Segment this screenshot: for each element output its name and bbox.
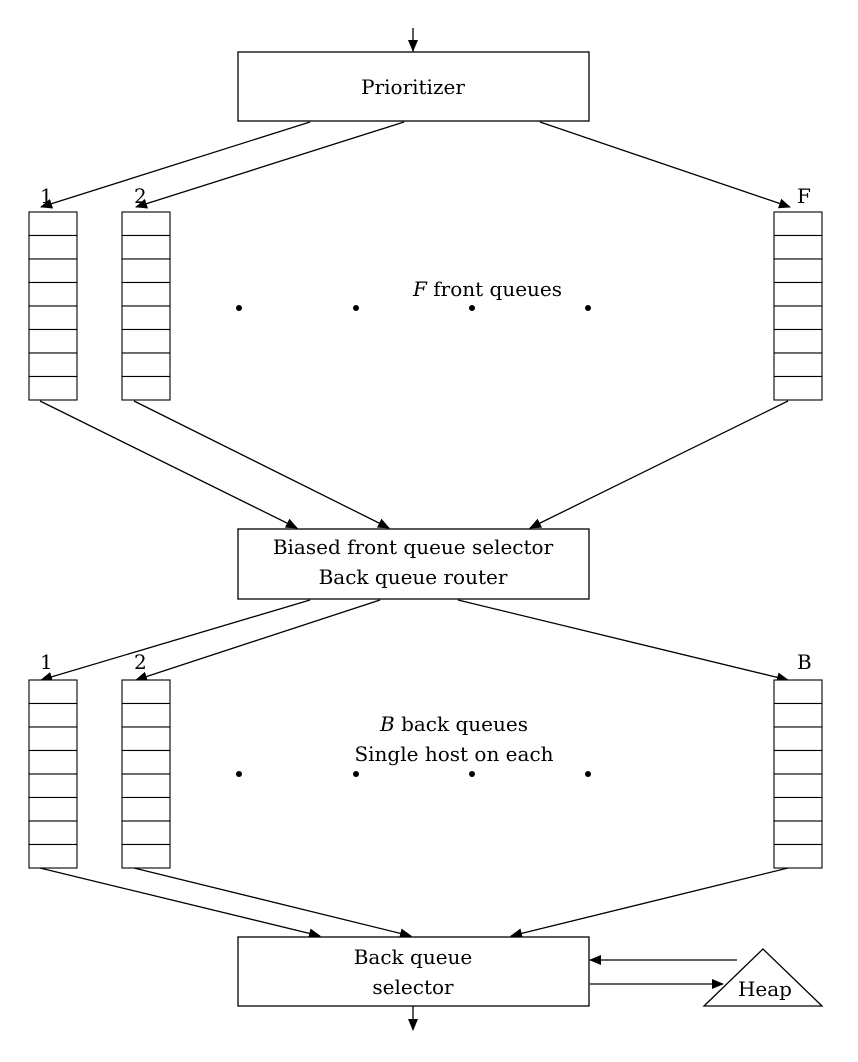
queue-cell xyxy=(773,726,823,752)
queue-cell xyxy=(773,211,823,237)
queue-cell xyxy=(28,749,78,775)
queue-cell xyxy=(773,820,823,846)
front-queue-f xyxy=(773,211,823,401)
arrow-front-1-to-router xyxy=(39,400,298,529)
router-line2: Back queue router xyxy=(319,565,508,589)
selector-line2: selector xyxy=(372,975,454,999)
ellipsis-dot xyxy=(353,771,359,777)
ellipsis-dot xyxy=(236,305,242,311)
front-queues-caption: F front queues xyxy=(412,277,562,301)
queue-cell xyxy=(121,305,171,331)
ellipsis-dot xyxy=(236,771,242,777)
queue-cell xyxy=(773,702,823,728)
arrow-back-1-to-selector xyxy=(39,867,321,939)
back-queue-selector-box: Back queue selector xyxy=(237,936,590,1007)
queue-cell xyxy=(28,211,78,237)
front-queue-label-f: F xyxy=(797,184,811,208)
front-queue-1 xyxy=(28,211,78,401)
arrow-prioritizer-to-front-f xyxy=(539,121,791,209)
back-queues-caption-line1: B back queues xyxy=(379,712,528,736)
arrow-back-b-to-selector xyxy=(510,867,789,939)
arrow-router-to-back-b xyxy=(457,599,789,683)
ellipsis-dot xyxy=(469,771,475,777)
queue-cell xyxy=(121,352,171,378)
queue-cell xyxy=(121,375,171,401)
arrow-prioritizer-to-front-2 xyxy=(135,121,405,209)
router-line1: Biased front queue selector xyxy=(273,535,554,559)
back-queue-label-2: 2 xyxy=(134,650,147,674)
queue-cell xyxy=(121,820,171,846)
queue-cell xyxy=(121,843,171,869)
queue-cell xyxy=(28,328,78,354)
queue-cell xyxy=(121,796,171,822)
prioritizer-label: Prioritizer xyxy=(361,75,465,99)
ellipsis-dot xyxy=(585,305,591,311)
queue-cell xyxy=(773,352,823,378)
ellipsis-dot xyxy=(469,305,475,311)
back-queues-caption-line2: Single host on each xyxy=(354,742,553,766)
queue-cell xyxy=(773,328,823,354)
queue-cell xyxy=(28,773,78,799)
queue-cell xyxy=(773,796,823,822)
queue-cell xyxy=(28,820,78,846)
queue-cell xyxy=(28,281,78,307)
front-queue-label-2: 2 xyxy=(134,184,147,208)
queue-cell xyxy=(773,749,823,775)
arrow-front-2-to-router xyxy=(133,400,390,529)
back-queue-label-b: B xyxy=(797,650,812,674)
front-queue-2 xyxy=(121,211,171,401)
arrow-back-2-to-selector xyxy=(133,867,412,939)
queue-cell xyxy=(28,352,78,378)
arrow-front-f-to-router xyxy=(529,400,789,529)
ellipsis-dot xyxy=(353,305,359,311)
prioritizer-box: Prioritizer xyxy=(237,51,590,122)
queue-cell xyxy=(773,679,823,705)
queue-cell xyxy=(28,375,78,401)
back-queue-1 xyxy=(28,679,78,869)
ellipsis-dot xyxy=(585,771,591,777)
queue-cell xyxy=(773,773,823,799)
router-box: Biased front queue selector Back queue r… xyxy=(237,528,590,600)
queue-cell xyxy=(121,281,171,307)
heap: Heap xyxy=(702,948,824,1007)
queue-cell xyxy=(773,375,823,401)
back-queue-label-1: 1 xyxy=(40,650,53,674)
queue-cell xyxy=(773,234,823,260)
queue-cell xyxy=(773,281,823,307)
arrow-router-to-back-1 xyxy=(40,599,311,682)
queue-cell xyxy=(121,702,171,728)
selector-line1: Back queue xyxy=(354,945,473,969)
queue-cell xyxy=(121,749,171,775)
queue-cell xyxy=(773,258,823,284)
queue-cell xyxy=(28,702,78,728)
arrow-router-to-back-2 xyxy=(135,599,381,682)
queue-cell xyxy=(28,679,78,705)
queue-cell xyxy=(121,258,171,284)
queue-cell xyxy=(121,726,171,752)
queue-cell xyxy=(28,234,78,260)
queue-cell xyxy=(121,211,171,237)
front-queue-label-1: 1 xyxy=(40,184,53,208)
arrow-prioritizer-to-front-1 xyxy=(40,121,311,209)
queue-cell xyxy=(121,328,171,354)
queue-cell xyxy=(28,305,78,331)
queue-cell xyxy=(121,679,171,705)
queue-cell xyxy=(28,796,78,822)
queue-cell xyxy=(121,234,171,260)
queue-cell xyxy=(28,258,78,284)
heap-label: Heap xyxy=(738,977,792,1001)
queue-cell xyxy=(121,773,171,799)
back-queue-b xyxy=(773,679,823,869)
back-queue-2 xyxy=(121,679,171,869)
queue-cell xyxy=(28,843,78,869)
queue-cell xyxy=(773,843,823,869)
queue-cell xyxy=(28,726,78,752)
queue-cell xyxy=(773,305,823,331)
